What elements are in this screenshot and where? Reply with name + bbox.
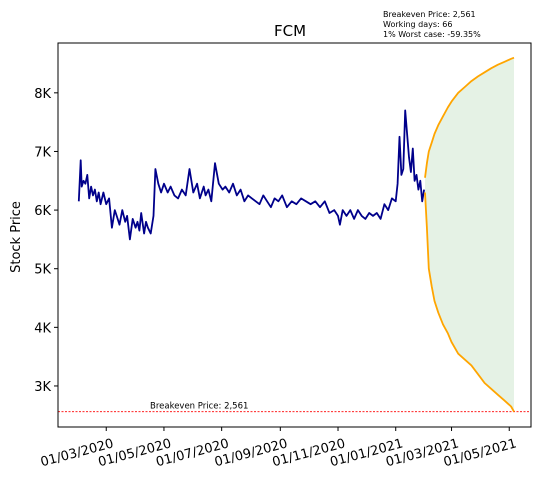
y-tick-label: 4K [34,321,51,336]
plot-area: Breakeven Price: 2,5613K4K5K6K7K8K01/03/… [34,56,531,470]
info-breakeven: Breakeven Price: 2,561 [383,10,476,19]
y-tick-label: 6K [34,204,51,219]
series-forecast-lower [424,192,515,413]
y-tick-label: 8K [34,87,51,102]
y-tick-label: 5K [34,263,51,278]
series-history [77,109,425,241]
series-forecast-upper [424,56,515,178]
y-axis-label: Stock Price [9,201,24,273]
y-tick-label: 7K [34,145,51,160]
info-worst-case: 1% Worst case: -59.35% [383,30,481,39]
plot-frame [57,42,532,428]
y-tick-label: 3K [34,380,51,395]
chart-title: FCM [274,22,306,40]
info-working-days: Working days: 66 [383,20,453,29]
breakeven-label: Breakeven Price: 2,561 [150,402,248,412]
forecast-band [425,57,514,412]
